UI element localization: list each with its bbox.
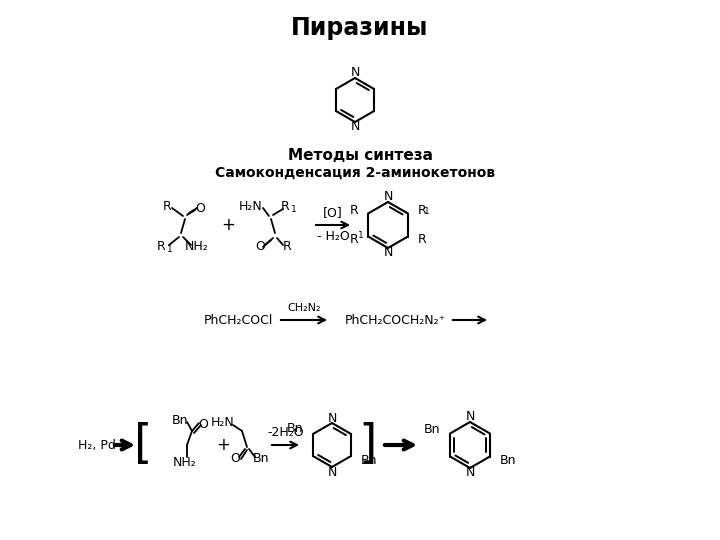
Text: [: [ [134, 422, 152, 468]
Text: Bn: Bn [287, 422, 303, 435]
Text: Bn: Bn [172, 414, 188, 427]
Text: Bn: Bn [500, 454, 516, 467]
Text: N: N [351, 66, 360, 79]
Text: Самоконденсация 2-аминокетонов: Самоконденсация 2-аминокетонов [215, 166, 495, 180]
Text: R: R [163, 200, 171, 213]
Text: Bn: Bn [423, 423, 440, 436]
Text: PhCH₂COCH₂N₂⁺: PhCH₂COCH₂N₂⁺ [344, 314, 446, 327]
Text: Методы синтеза: Методы синтеза [287, 147, 433, 163]
Text: O: O [255, 240, 265, 253]
Text: N: N [383, 246, 392, 260]
Text: R: R [157, 240, 166, 253]
Text: 1: 1 [424, 206, 430, 215]
Text: +: + [221, 216, 235, 234]
Text: Пиразины: Пиразины [292, 16, 428, 40]
Text: O: O [195, 201, 205, 214]
Text: 1: 1 [167, 245, 173, 254]
Text: R: R [349, 233, 358, 246]
Text: R: R [418, 233, 427, 246]
Text: N: N [328, 411, 337, 424]
Text: NH₂: NH₂ [173, 456, 197, 469]
Text: +: + [216, 436, 230, 454]
Text: - H₂O: - H₂O [317, 231, 349, 244]
Text: O: O [230, 453, 240, 465]
Text: H₂N: H₂N [239, 200, 263, 213]
Text: N: N [383, 191, 392, 204]
Text: NH₂: NH₂ [185, 240, 209, 253]
Text: O: O [198, 418, 208, 431]
Text: R: R [349, 204, 358, 217]
Text: N: N [328, 465, 337, 478]
Text: N: N [465, 467, 474, 480]
Text: PhCH₂COCl: PhCH₂COCl [203, 314, 273, 327]
Text: H₂N: H₂N [211, 416, 235, 429]
Text: 1: 1 [291, 205, 297, 214]
Text: R: R [418, 204, 427, 217]
Text: 1: 1 [358, 232, 364, 240]
Text: ]: ] [359, 422, 377, 468]
Text: Bn: Bn [253, 453, 269, 465]
Text: R: R [281, 200, 289, 213]
Text: Bn: Bn [361, 455, 377, 468]
Text: -2H₂O: -2H₂O [267, 427, 304, 440]
Text: H₂, Pd: H₂, Pd [78, 438, 116, 451]
Text: CH₂N₂: CH₂N₂ [287, 303, 320, 313]
Text: N: N [465, 410, 474, 423]
Text: R: R [283, 240, 292, 253]
Text: N: N [351, 120, 360, 133]
Text: [O]: [O] [323, 206, 343, 219]
